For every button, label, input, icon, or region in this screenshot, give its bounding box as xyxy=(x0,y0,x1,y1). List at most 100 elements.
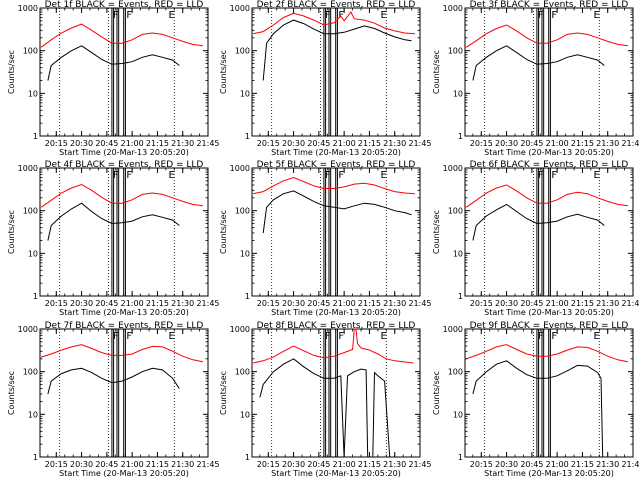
x-tick-label: 20:30 xyxy=(495,299,518,308)
x-tick-label: 21:30 xyxy=(596,460,619,469)
x-tick-label: 20:30 xyxy=(282,460,305,469)
x-tick-label: 20:15 xyxy=(257,299,280,308)
chart-title: Det 6f BLACK = Events, RED = LLD xyxy=(470,160,629,170)
y-tick-label: 10 xyxy=(453,410,463,419)
y-axis-label: Counts/sec xyxy=(219,371,228,415)
x-tick-label: 21:30 xyxy=(596,139,619,148)
series-line-lld xyxy=(40,23,203,48)
x-tick-label: 20:30 xyxy=(282,139,305,148)
x-tick-label: 21:30 xyxy=(171,299,194,308)
series-line-lld xyxy=(252,176,415,195)
x-tick-label: 21:30 xyxy=(171,139,194,148)
x-axis-label: Start Time (20-Mar-13 20:05:20) xyxy=(484,469,614,478)
x-axis-label: Start Time (20-Mar-13 20:05:20) xyxy=(271,308,401,317)
marker-label: E xyxy=(594,331,600,342)
chart-title: Det 3f BLACK = Events, RED = LLD xyxy=(470,0,629,10)
y-tick-label: 1 xyxy=(245,292,250,301)
marker-label: F xyxy=(338,170,344,181)
series-line-lld xyxy=(252,328,414,364)
x-tick-label: 21:45 xyxy=(196,299,219,308)
series-line-lld xyxy=(40,183,203,208)
series-line-events xyxy=(259,358,391,458)
series-line-lld xyxy=(465,344,628,363)
y-tick-label: 1000 xyxy=(18,164,38,173)
y-tick-label: 10 xyxy=(240,89,250,98)
x-tick-label: 20:45 xyxy=(307,139,330,148)
x-tick-label: 21:30 xyxy=(383,139,406,148)
marker-label: F xyxy=(126,170,132,181)
y-tick-label: 1000 xyxy=(443,325,463,334)
y-tick-label: 10 xyxy=(28,410,38,419)
y-axis-label: Counts/sec xyxy=(219,50,228,94)
x-tick-label: 20:45 xyxy=(95,139,118,148)
marker-label: F xyxy=(113,331,119,342)
y-tick-label: 1000 xyxy=(443,4,463,13)
y-tick-label: 100 xyxy=(235,368,250,377)
y-axis-label: Counts/sec xyxy=(7,50,16,94)
marker-label: F xyxy=(551,10,557,21)
x-tick-label: 20:45 xyxy=(520,460,543,469)
x-tick-label: 21:15 xyxy=(146,299,169,308)
y-axis-label: Counts/sec xyxy=(432,210,441,254)
x-tick-label: 20:30 xyxy=(70,139,93,148)
marker-label: E xyxy=(169,10,175,21)
x-axis-label: Start Time (20-Mar-13 20:05:20) xyxy=(59,148,189,157)
marker-label: F xyxy=(113,170,119,181)
y-tick-label: 1000 xyxy=(443,164,463,173)
series-line-lld xyxy=(465,184,628,208)
x-axis-label: Start Time (20-Mar-13 20:05:20) xyxy=(271,148,401,157)
y-tick-label: 1 xyxy=(458,453,463,462)
x-tick-label: 21:00 xyxy=(546,139,569,148)
marker-label: F xyxy=(551,170,557,181)
x-tick-label: 20:30 xyxy=(282,299,305,308)
x-tick-label: 20:45 xyxy=(520,139,543,148)
x-tick-label: 21:45 xyxy=(621,299,640,308)
y-tick-label: 100 xyxy=(448,368,463,377)
x-tick-label: 21:45 xyxy=(408,299,431,308)
y-tick-label: 1000 xyxy=(18,325,38,334)
y-tick-label: 100 xyxy=(448,207,463,216)
x-tick-label: 21:15 xyxy=(571,460,594,469)
x-tick-label: 20:45 xyxy=(95,299,118,308)
marker-label: F xyxy=(325,10,331,21)
x-tick-label: 21:00 xyxy=(121,299,144,308)
y-tick-label: 10 xyxy=(453,89,463,98)
y-tick-label: 1 xyxy=(33,292,38,301)
chart-title: Det 1f BLACK = Events, RED = LLD xyxy=(45,0,204,10)
x-tick-label: 20:30 xyxy=(495,139,518,148)
x-tick-label: 20:45 xyxy=(307,299,330,308)
x-tick-label: 20:15 xyxy=(257,460,280,469)
y-tick-label: 1 xyxy=(33,453,38,462)
x-tick-label: 21:15 xyxy=(571,139,594,148)
y-tick-label: 1 xyxy=(245,132,250,141)
marker-label: E xyxy=(594,10,600,21)
x-tick-label: 20:45 xyxy=(520,299,543,308)
x-tick-label: 20:15 xyxy=(470,139,493,148)
series-line-events xyxy=(47,367,180,395)
x-tick-label: 21:30 xyxy=(171,460,194,469)
x-tick-label: 21:15 xyxy=(146,139,169,148)
chart-title: Det 8f BLACK = Events, RED = LLD xyxy=(257,321,416,331)
x-tick-label: 20:15 xyxy=(470,460,493,469)
y-axis-label: Counts/sec xyxy=(7,210,16,254)
marker-label: F xyxy=(338,10,344,21)
x-tick-label: 20:15 xyxy=(45,299,68,308)
y-tick-label: 100 xyxy=(448,47,463,56)
y-tick-label: 10 xyxy=(240,410,250,419)
x-axis-label: Start Time (20-Mar-13 20:05:20) xyxy=(59,308,189,317)
x-tick-label: 21:30 xyxy=(383,299,406,308)
x-tick-label: 20:30 xyxy=(70,460,93,469)
marker-label: F xyxy=(338,331,344,342)
x-tick-label: 21:00 xyxy=(121,460,144,469)
x-tick-label: 20:15 xyxy=(45,460,68,469)
x-tick-label: 21:45 xyxy=(621,139,640,148)
marker-label: E xyxy=(594,170,600,181)
series-line-events xyxy=(47,45,180,81)
